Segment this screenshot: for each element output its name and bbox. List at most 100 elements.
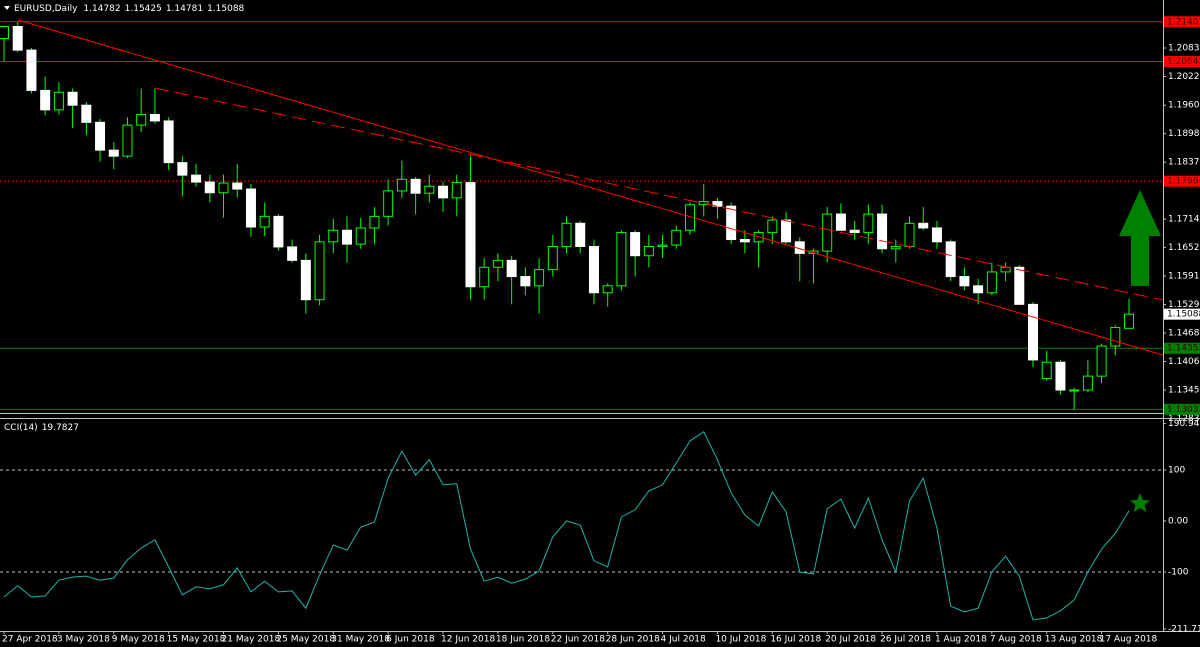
candle-body-up [1069,389,1080,392]
candle-body-up [136,113,147,126]
candle-body-down [1014,266,1025,305]
indicator-last: 19.7827 [42,423,79,433]
last-close: 1.15088 [207,4,244,14]
candle-body-down [40,89,51,111]
x-tick-label: 28 Jun 2018 [606,635,660,645]
y-tick-label: 1.20220 [1168,72,1200,82]
star-marker [1130,493,1150,512]
candle-body-up [616,232,627,287]
candle-body-down [835,213,846,231]
candle-body-down [1055,361,1066,391]
candle-body-down [973,285,984,294]
current-price-label: 1.15088 [1167,310,1200,320]
level-label-box [1164,403,1200,415]
candle-body-down [342,229,352,245]
level-label-box [1164,342,1200,354]
last-high: 1.15425 [125,4,162,14]
candle-body-up [424,185,435,194]
candle-body-up [986,271,997,294]
candle-body-down [506,259,517,278]
current-price-box [1164,308,1200,320]
y-tick-label: -211.7134 [1168,625,1200,635]
y-tick-label: 1.12835 [1168,414,1200,424]
y-tick-label: 1.15295 [1168,300,1200,310]
y-tick-label: 1.15910 [1168,272,1200,282]
candle-body-down [191,174,202,183]
candle-body-down [712,201,723,207]
candle-body-down [108,149,119,157]
candle-body-up [1082,375,1093,391]
candle-body-down [410,178,421,194]
candle-body-up [547,245,558,271]
x-tick-label: 26 Jul 2018 [880,635,931,645]
chart-header: EURUSD,Daily 1.14782 1.15425 1.14781 1.15088 [14,4,245,14]
candle-body-up [671,229,682,246]
candle-body-down [300,259,311,301]
x-tick-label: 1 Aug 2018 [935,635,987,645]
candle-body-down [287,246,298,261]
candle-body-up [369,215,380,229]
level-label-box [1164,56,1200,68]
candle-body-down [877,213,888,250]
candle-body-up [479,266,490,288]
candle-body-up [561,222,572,247]
symbol-title: EURUSD,Daily [14,4,78,14]
indicator-header: CCI(14) 19.7827 [4,423,79,433]
y-tick-label: 1.17140 [1168,215,1200,225]
candle-body-up [1110,327,1121,347]
y-tick-label: -100 [1168,568,1189,578]
last-low: 1.14781 [166,4,203,14]
candle-body-down [520,276,531,287]
candle-body-down [726,205,737,241]
candle-body-down [12,25,23,51]
candle-body-up [1096,345,1107,377]
candle-body-down [232,182,243,190]
up-arrow [1119,190,1161,286]
y-tick-label: 0.00 [1168,517,1188,527]
level-label: 1.20543 [1167,57,1200,67]
candle-body-down [204,181,215,194]
level-label: 1.17960 [1167,177,1200,187]
x-tick-label: 22 Jun 2018 [551,635,605,645]
candle-body-down [781,219,792,243]
menu-triangle[interactable] [4,6,10,10]
y-tick-label: 1.16525 [1168,243,1200,253]
y-tick-label: 1.19600 [1168,101,1200,111]
candle-body-up [259,215,270,228]
y-tick-label: 100 [1168,465,1185,475]
candle-body-down [67,91,78,106]
trend-line [17,19,1164,356]
candle-body-up [451,182,462,199]
x-tick-label: 13 Aug 2018 [1045,635,1103,645]
price-pane [0,21,1163,410]
level-label: 1.13033 [1167,405,1200,415]
y-tick-label: 1.13450 [1168,386,1200,396]
last-open: 1.14782 [83,4,120,14]
y-tick-label: 190.9406 [1168,419,1200,429]
candle-body-up [890,245,901,250]
candle-body-down [149,113,160,122]
candle-body-up [534,269,545,287]
x-tick-label: 27 Apr 2018 [2,635,58,645]
candle-body-up [492,259,503,268]
candle-body-up [53,91,64,111]
candle-body-down [163,120,174,164]
candle-body-up [904,222,915,247]
candle-body-down [588,245,599,294]
x-tick-label: 12 Jun 2018 [441,635,495,645]
candle-body-up [314,241,325,301]
x-tick-label: 3 May 2018 [57,635,110,645]
candle-body-up [863,213,874,234]
candle-body-up [122,124,133,157]
candle-body-up [328,229,339,243]
candle-body-down [945,241,956,278]
candle-body-down [931,227,942,243]
candle-body-down [1028,303,1038,361]
candle-body-up [643,245,654,257]
level-label: 1.14352 [1167,344,1200,354]
candle-body-down [918,222,929,229]
candle-body-down [959,276,970,287]
